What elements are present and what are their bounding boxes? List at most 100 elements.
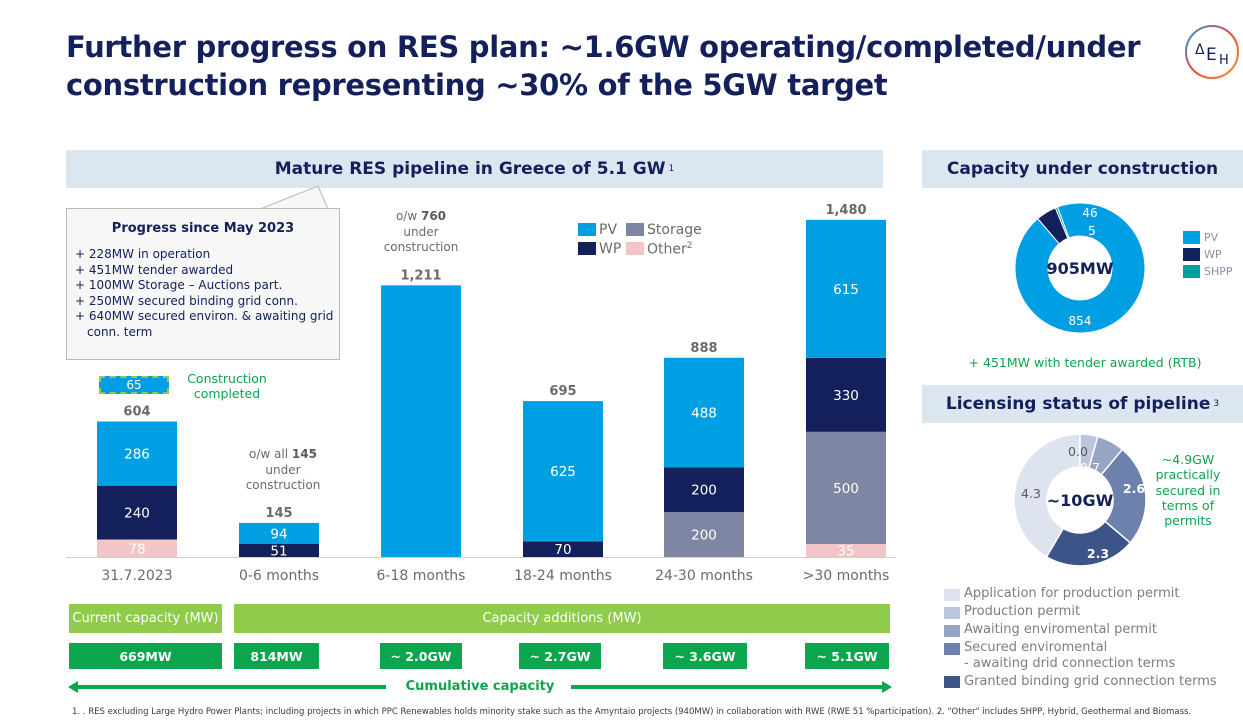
licensing-slice: [1100, 448, 1147, 544]
callout-item: 250MW secured binding grid conn.: [75, 294, 339, 310]
segment-label: 51: [270, 544, 287, 560]
donut1-legend-shpp: [1183, 265, 1200, 278]
licensing-slice-label: 2.6: [1123, 481, 1145, 496]
lic-legend-label-4: Granted binding grid connection terms: [964, 674, 1217, 689]
donut1-legend-pv-label: PV: [1204, 231, 1219, 244]
bar-segment-other: [806, 544, 886, 557]
svg-text:E: E: [1206, 45, 1217, 65]
segment-label: 240: [124, 506, 150, 522]
slice-label-wp: 46: [1082, 206, 1097, 220]
cumulative-value-4: ~ 3.6GW: [663, 643, 747, 669]
bar-segment-pv: [806, 219, 886, 358]
slice-label-pv: 854: [1069, 314, 1092, 328]
bar-total-label: 1,211: [400, 268, 441, 283]
bar-total-label: 145: [265, 506, 292, 521]
callout-item: 228MW in operation: [75, 247, 339, 263]
category-tick-label: >30 months: [803, 568, 890, 584]
pipeline-header-sup: 1: [668, 164, 675, 174]
construction-completed-box: 65: [99, 376, 169, 394]
pipeline-header: Mature RES pipeline in Greece of 5.1 GW 1: [66, 150, 883, 188]
category-tick-label: 18-24 months: [514, 568, 612, 584]
footnote: 1. . RES excluding Large Hydro Power Pla…: [72, 707, 1192, 717]
segment-label: 94: [270, 526, 287, 542]
lic-legend-swatch-3: [944, 643, 960, 655]
svg-text:Δ: Δ: [1195, 42, 1205, 58]
page-title: Further progress on RES plan: ~1.6GW ope…: [66, 30, 1141, 102]
segment-label: 330: [833, 388, 859, 404]
bar-segment-storage: [664, 512, 744, 557]
current-capacity-label: Current capacity (MW): [69, 604, 222, 633]
legend-label-storage: Storage: [647, 222, 702, 238]
cumulative-arrows: [68, 681, 892, 693]
segment-label: 78: [128, 541, 145, 557]
legend-swatch-storage: [626, 223, 644, 236]
category-tick-label: 6-18 months: [377, 568, 466, 584]
pipeline-bar-chart: 78 240 286 604 31.7.2023 51 94 145 0-6 months 1,2…: [66, 203, 896, 584]
cumulative-capacity-label: Cumulative capacity: [405, 679, 555, 694]
donut-slice-shpp: [1054, 206, 1070, 240]
donut-center-label: 905MW: [1047, 259, 1114, 278]
category-tick-label: 0-6 months: [239, 568, 319, 584]
segment-label: 500: [833, 481, 859, 497]
company-logo: Δ E H: [1185, 25, 1239, 79]
callout-item: 100MW Storage – Auctions part.: [75, 278, 339, 294]
bar-segment-wp: [664, 467, 744, 513]
bar-segment-wp: [806, 357, 886, 432]
bar-segment-pv: [97, 421, 177, 486]
bar-total-label: 1,480: [825, 203, 866, 218]
licensing-slice-label: 4.3: [1021, 486, 1041, 501]
lic-legend-swatch-0: [944, 589, 960, 601]
segment-label: 615: [833, 282, 859, 298]
permits-annotation: ~4.9GW practically secured in terms of p…: [1155, 452, 1221, 529]
legend-label-other: Other2: [647, 241, 693, 258]
category-tick-label: 31.7.2023: [101, 568, 172, 584]
callout-list: 228MW in operation 451MW tender awarded …: [75, 247, 339, 341]
capacity-donut-chart: 905MW 854 46 5: [1014, 202, 1146, 334]
bar-segment-pv: [381, 285, 461, 557]
segment-label: 625: [550, 464, 576, 480]
donut1-legend-shpp-label: SHPP: [1204, 265, 1233, 278]
segment-label: 488: [691, 406, 717, 422]
licensing-donut-chart: ~10GW 4.3 0.00.7 2.6 2.3: [1013, 433, 1147, 567]
segment-label: 70: [554, 542, 571, 558]
construction-completed-label: Construction completed: [187, 371, 267, 401]
note-6-18-months: o/w 760 under construction: [383, 209, 459, 254]
tender-awarded-note: + 451MW with tender awarded (RTB): [968, 355, 1202, 370]
legend-label-pv: PV: [599, 222, 618, 238]
donut1-legend-wp-label: WP: [1204, 248, 1222, 261]
legend-label-wp: WP: [599, 241, 622, 257]
lic-legend-label-0: Application for production permit: [964, 586, 1180, 601]
licensing-header: Licensing status of pipeline 3: [922, 385, 1243, 423]
donut1-legend-pv: [1183, 231, 1200, 244]
bar-segment-wp: [97, 485, 177, 540]
bar-total-label: 604: [123, 405, 150, 420]
licensing-slice-label: 2.3: [1087, 546, 1109, 561]
licensing-slice: [1013, 433, 1081, 558]
cumulative-value-5: ~ 5.1GW: [805, 643, 889, 669]
lic-legend-label-1: Production permit: [964, 604, 1081, 619]
segment-label: 200: [691, 483, 717, 499]
bar-total-label: 888: [690, 341, 717, 356]
slice-label-shpp: 5: [1088, 224, 1096, 238]
donut-center-label: ~10GW: [1047, 491, 1114, 510]
licensing-slice-label: 0.7: [1080, 460, 1100, 475]
progress-callout: Progress since May 2023 228MW in operati…: [66, 208, 340, 360]
bar-total-label: 695: [549, 384, 576, 399]
lic-legend-swatch-2: [944, 625, 960, 637]
segment-label: 286: [124, 447, 150, 463]
bar-segment-storage: [806, 431, 886, 544]
cumulative-value-1: 814MW: [234, 643, 319, 669]
donut-slice-pv: [1014, 202, 1146, 334]
pipeline-header-text: Mature RES pipeline in Greece of 5.1 GW: [274, 159, 666, 179]
segment-label: 200: [691, 528, 717, 544]
bar-segment-wp: [523, 541, 603, 557]
legend-swatch-other: [626, 242, 644, 255]
lic-legend-label-3b: - awaiting drid connection terms: [964, 656, 1176, 671]
lic-legend-swatch-4: [944, 676, 960, 688]
lic-legend-swatch-1: [944, 607, 960, 619]
cumulative-value-0: 669MW: [69, 643, 222, 669]
svg-text:H: H: [1219, 53, 1229, 68]
note-0-6-months: o/w all 145 under construction: [245, 447, 321, 492]
licensing-slice-label: 0.0: [1068, 444, 1088, 459]
legend-swatch-wp: [578, 242, 596, 255]
